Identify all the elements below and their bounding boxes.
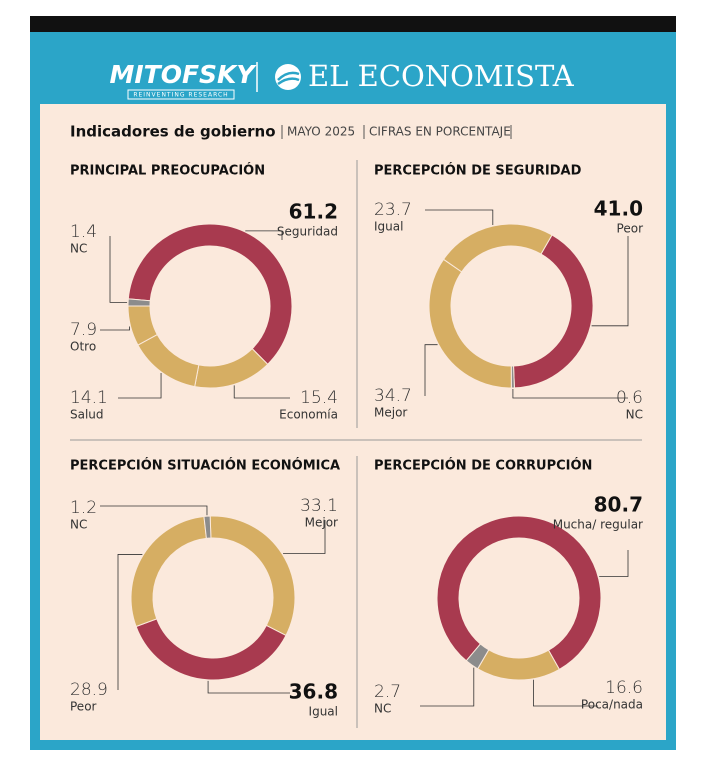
category-label: Peor [617, 222, 644, 236]
leader-line [207, 680, 290, 694]
leader-line [283, 520, 326, 554]
value-label: 34.7 [374, 386, 412, 406]
leader-line [591, 236, 629, 327]
category-label: Salud [70, 408, 104, 422]
category-label: Igual [309, 705, 338, 719]
value-label: 61.2 [289, 200, 338, 224]
category-label: Otro [70, 340, 96, 354]
panel-title: PERCEPCIÓN DE CORRUPCIÓN [374, 458, 592, 474]
value-label: 14.1 [70, 388, 108, 408]
leader-line [117, 554, 143, 690]
page-title: Indicadores de gobierno [70, 123, 276, 141]
leader-line [100, 326, 130, 331]
leader-line [245, 230, 283, 240]
panel-title: PRINCIPAL PREOCUPACIÓN [70, 163, 265, 179]
value-label: 41.0 [594, 197, 643, 221]
donut-slice [465, 643, 490, 670]
value-label: 15.4 [300, 388, 338, 408]
date: MAYO 2025 [287, 125, 355, 139]
leader-line [599, 550, 629, 577]
donut-slice [127, 298, 151, 307]
top-bar [30, 16, 676, 32]
leader-line [420, 667, 475, 707]
panel-title: PERCEPCIÓN DE SEGURIDAD [374, 163, 582, 179]
category-label: Mejor [305, 516, 338, 530]
leader-line [533, 679, 598, 707]
value-label: 16.6 [605, 678, 643, 698]
value-label: 28.9 [70, 680, 108, 700]
panel-title: PERCEPCIÓN SITUACIÓN ECONÓMICA [70, 458, 340, 474]
value-label: 23.7 [374, 200, 412, 220]
leader-line [512, 388, 628, 399]
logo-swoosh [277, 71, 300, 86]
leader-line [109, 236, 128, 303]
category-label: NC [626, 408, 643, 422]
category-label: NC [70, 242, 87, 256]
note: CIFRAS EN PORCENTAJE [369, 125, 511, 139]
value-label: 0.6 [616, 388, 643, 408]
value-label: 1.4 [70, 222, 97, 242]
category-label: NC [374, 702, 391, 716]
value-label: 36.8 [289, 680, 338, 704]
donut-slice [436, 515, 602, 671]
value-label: 80.7 [594, 493, 643, 517]
category-label: Poca/nada [581, 698, 643, 712]
leader-line [118, 373, 162, 399]
logo-mark [275, 64, 301, 90]
tagline: REINVENTING RESEARCH [133, 92, 228, 99]
tagline-box [127, 89, 235, 100]
donut-slice [127, 223, 293, 366]
category-label: Mucha/ regular [553, 518, 643, 532]
category-label: NC [70, 518, 87, 532]
category-label: Seguridad [277, 225, 338, 239]
value-label: 1.2 [70, 498, 97, 518]
leader-line [425, 209, 494, 226]
donut-slice [442, 223, 553, 273]
category-label: Economía [279, 408, 338, 422]
donut-slice [203, 515, 212, 539]
category-label: Igual [374, 220, 403, 234]
leader-line [100, 505, 208, 516]
category-label: Peor [70, 700, 97, 714]
value-label: 2.7 [374, 682, 401, 702]
brand: MITOFSKY [109, 60, 257, 89]
category-label: Mejor [374, 406, 407, 420]
leader-line [233, 385, 290, 399]
partner: EL ECONOMISTA [308, 59, 575, 93]
value-label: 7.9 [70, 320, 97, 340]
leader-line [424, 344, 438, 396]
value-label: 33.1 [300, 496, 338, 516]
